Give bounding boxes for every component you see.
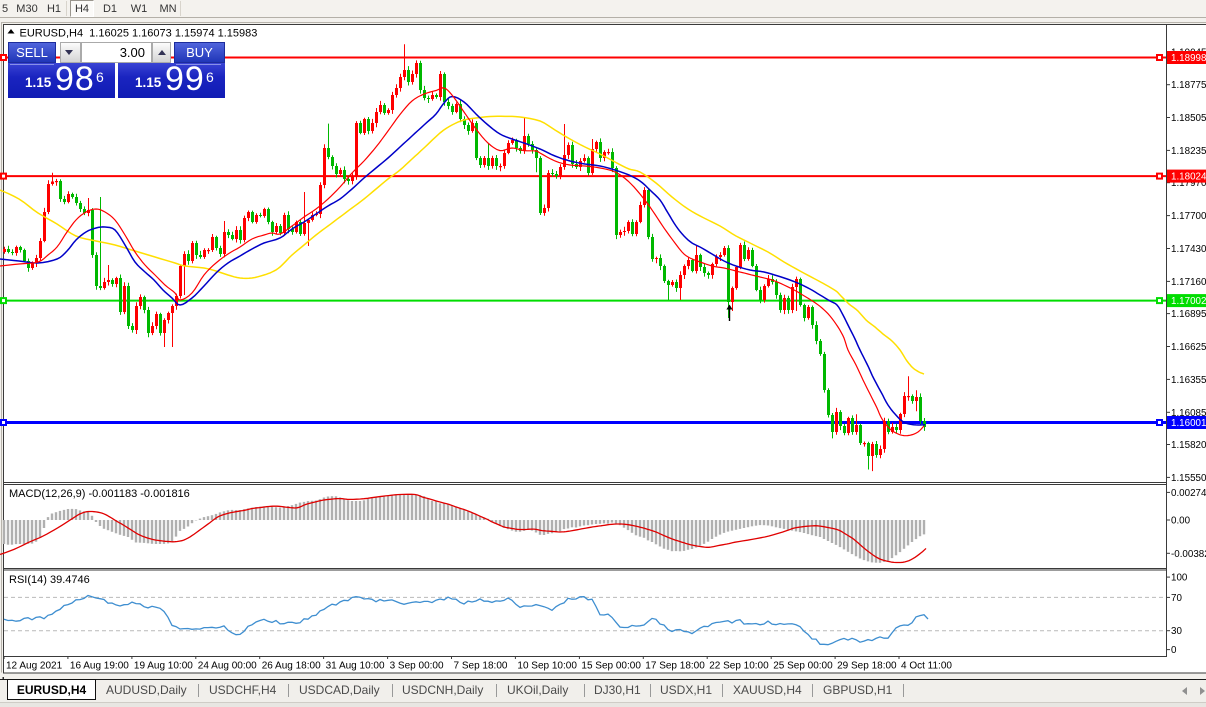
svg-text:1.18998: 1.18998 — [1171, 53, 1206, 64]
svg-text:1.17160: 1.17160 — [1171, 277, 1206, 288]
svg-text:1.17970: 1.17970 — [1171, 178, 1206, 189]
svg-text:7 Sep 18:00: 7 Sep 18:00 — [454, 661, 508, 672]
svg-text:4 Oct 11:00: 4 Oct 11:00 — [901, 661, 952, 672]
svg-text:100: 100 — [1171, 573, 1188, 584]
svg-text:1.17700: 1.17700 — [1171, 211, 1206, 222]
svg-text:1.17002: 1.17002 — [1171, 296, 1206, 307]
svg-text:26 Aug 18:00: 26 Aug 18:00 — [262, 661, 321, 672]
svg-text:30: 30 — [1171, 626, 1182, 637]
svg-text:1.16895: 1.16895 — [1171, 309, 1206, 320]
svg-text:24 Aug 00:00: 24 Aug 00:00 — [198, 661, 257, 672]
svg-text:0.00: 0.00 — [1171, 516, 1191, 527]
svg-text:-0.00382: -0.00382 — [1171, 549, 1206, 560]
svg-text:1.18505: 1.18505 — [1171, 113, 1206, 124]
svg-text:RSI(14) 39.4746: RSI(14) 39.4746 — [9, 574, 90, 586]
svg-text:22 Sep 10:00: 22 Sep 10:00 — [709, 661, 769, 672]
svg-text:1.18775: 1.18775 — [1171, 80, 1206, 91]
svg-text:29 Sep 18:00: 29 Sep 18:00 — [837, 661, 897, 672]
svg-text:31 Aug 10:00: 31 Aug 10:00 — [326, 661, 385, 672]
svg-text:1.16625: 1.16625 — [1171, 342, 1206, 353]
svg-text:0: 0 — [1171, 645, 1177, 656]
svg-text:EURUSD,H4 1.16025 1.16073 1.1: EURUSD,H4 1.16025 1.16073 1.15974 1.1598… — [20, 28, 258, 40]
svg-text:1.17430: 1.17430 — [1171, 244, 1206, 255]
svg-text:15 Sep 00:00: 15 Sep 00:00 — [581, 661, 641, 672]
svg-text:1.15550: 1.15550 — [1171, 473, 1206, 484]
svg-text:1.16355: 1.16355 — [1171, 375, 1206, 386]
svg-text:1.18235: 1.18235 — [1171, 146, 1206, 157]
svg-text:16 Aug 19:00: 16 Aug 19:00 — [70, 661, 129, 672]
svg-text:1.18024: 1.18024 — [1171, 172, 1206, 183]
svg-text:25 Sep 00:00: 25 Sep 00:00 — [773, 661, 833, 672]
svg-text:1.15820: 1.15820 — [1171, 440, 1206, 451]
svg-text:70: 70 — [1171, 593, 1182, 604]
svg-text:1.16001: 1.16001 — [1171, 418, 1206, 429]
svg-text:1.16085: 1.16085 — [1171, 408, 1206, 419]
svg-text:MACD(12,26,9) -0.001183 -0.001: MACD(12,26,9) -0.001183 -0.001816 — [9, 488, 190, 500]
svg-text:10 Sep 10:00: 10 Sep 10:00 — [517, 661, 577, 672]
svg-text:12 Aug 2021: 12 Aug 2021 — [6, 661, 63, 672]
svg-text:19 Aug 10:00: 19 Aug 10:00 — [134, 661, 193, 672]
svg-text:17 Sep 18:00: 17 Sep 18:00 — [645, 661, 705, 672]
svg-text:0.002744: 0.002744 — [1171, 488, 1206, 499]
svg-text:3 Sep 00:00: 3 Sep 00:00 — [390, 661, 444, 672]
